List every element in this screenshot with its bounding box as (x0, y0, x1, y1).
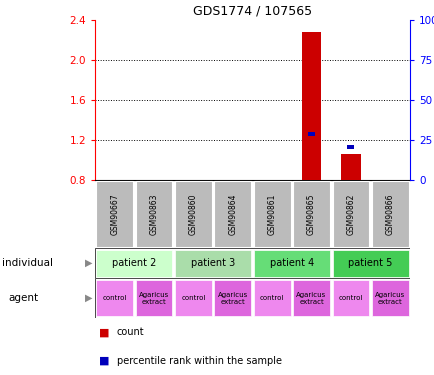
Title: GDS1774 / 107565: GDS1774 / 107565 (193, 4, 311, 18)
Text: GSM90864: GSM90864 (228, 193, 237, 235)
Text: agent: agent (9, 293, 39, 303)
Bar (371, 182, 408, 247)
Text: GSM90667: GSM90667 (110, 193, 119, 235)
Text: percentile rank within the sample: percentile rank within the sample (116, 356, 281, 366)
Bar (347, 145, 354, 149)
Text: ▶: ▶ (85, 258, 92, 268)
Text: ■: ■ (99, 327, 110, 337)
Text: Agaricus
extract: Agaricus extract (217, 291, 247, 304)
Text: patient 3: patient 3 (191, 258, 235, 268)
Text: GSM90863: GSM90863 (149, 193, 158, 235)
Bar (135, 280, 172, 316)
Text: GSM90862: GSM90862 (345, 194, 355, 235)
Text: individual: individual (2, 258, 53, 268)
Text: Agaricus
extract: Agaricus extract (138, 291, 169, 304)
Text: GSM90861: GSM90861 (267, 194, 276, 235)
Text: GSM90866: GSM90866 (385, 193, 394, 235)
Bar (214, 182, 251, 247)
Text: ■: ■ (99, 356, 110, 366)
Text: Agaricus
extract: Agaricus extract (374, 291, 404, 304)
Bar (253, 280, 290, 316)
Text: patient 4: patient 4 (269, 258, 313, 268)
Text: ▶: ▶ (85, 293, 92, 303)
Text: count: count (116, 327, 144, 337)
Bar (96, 249, 172, 276)
Text: control: control (102, 295, 127, 301)
Bar (135, 182, 172, 247)
Bar (293, 280, 329, 316)
Bar (332, 182, 368, 247)
Text: control: control (260, 295, 284, 301)
Bar (253, 249, 329, 276)
Text: Agaricus
extract: Agaricus extract (296, 291, 326, 304)
Bar (174, 249, 251, 276)
Bar (332, 280, 368, 316)
Bar (371, 280, 408, 316)
Bar (293, 182, 329, 247)
Bar (96, 182, 133, 247)
Text: GSM90865: GSM90865 (306, 193, 316, 235)
Bar (174, 280, 211, 316)
Bar (340, 154, 360, 180)
Text: control: control (181, 295, 205, 301)
Bar (174, 182, 211, 247)
Bar (332, 249, 408, 276)
Bar (96, 280, 133, 316)
Bar (253, 182, 290, 247)
Bar (214, 280, 251, 316)
Text: patient 2: patient 2 (112, 258, 156, 268)
Text: patient 5: patient 5 (348, 258, 392, 268)
Bar (301, 32, 321, 180)
Text: GSM90860: GSM90860 (188, 193, 197, 235)
Text: control: control (338, 295, 362, 301)
Bar (307, 132, 314, 136)
